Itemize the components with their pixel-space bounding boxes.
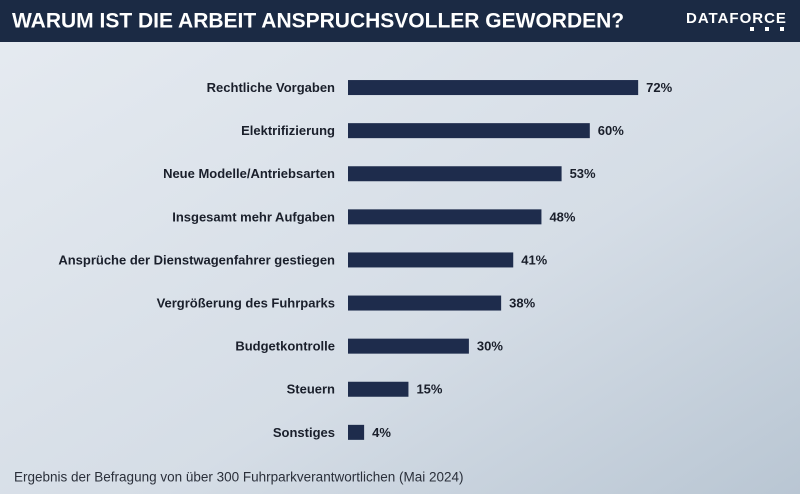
bar (348, 166, 562, 182)
logo: DATAFORCE (686, 10, 787, 27)
header-band (0, 0, 800, 42)
value-label: 53% (570, 166, 596, 181)
bar (348, 80, 639, 96)
category-label: Rechtliche Vorgaben (207, 80, 335, 95)
value-label: 41% (521, 252, 547, 267)
value-label: 38% (509, 295, 535, 310)
bar (348, 424, 365, 440)
value-label: 60% (598, 123, 624, 138)
category-label: Budgetkontrolle (235, 339, 335, 354)
footnote: Ergebnis der Befragung von über 300 Fuhr… (14, 470, 464, 485)
category-label: Elektrifizierung (241, 123, 335, 138)
bar (348, 123, 590, 139)
category-label: Insgesamt mehr Aufgaben (172, 209, 335, 224)
category-label: Ansprüche der Dienstwagenfahrer gestiege… (58, 252, 335, 267)
bar (348, 252, 514, 268)
value-label: 15% (416, 382, 442, 397)
logo-dots (750, 27, 784, 31)
bar (348, 338, 469, 354)
chart-title: WARUM IST DIE ARBEIT ANSPRUCHSVOLLER GEW… (12, 10, 624, 33)
bar (348, 209, 542, 225)
value-label: 30% (477, 339, 503, 354)
category-label: Neue Modelle/Antriebsarten (163, 166, 335, 181)
category-label: Vergrößerung des Fuhrparks (157, 295, 335, 310)
category-label: Sonstiges (273, 425, 335, 440)
category-label: Steuern (287, 382, 335, 397)
value-label: 72% (646, 80, 672, 95)
value-label: 4% (372, 425, 391, 440)
bar (348, 381, 409, 397)
bar (348, 295, 502, 311)
value-label: 48% (549, 209, 575, 224)
